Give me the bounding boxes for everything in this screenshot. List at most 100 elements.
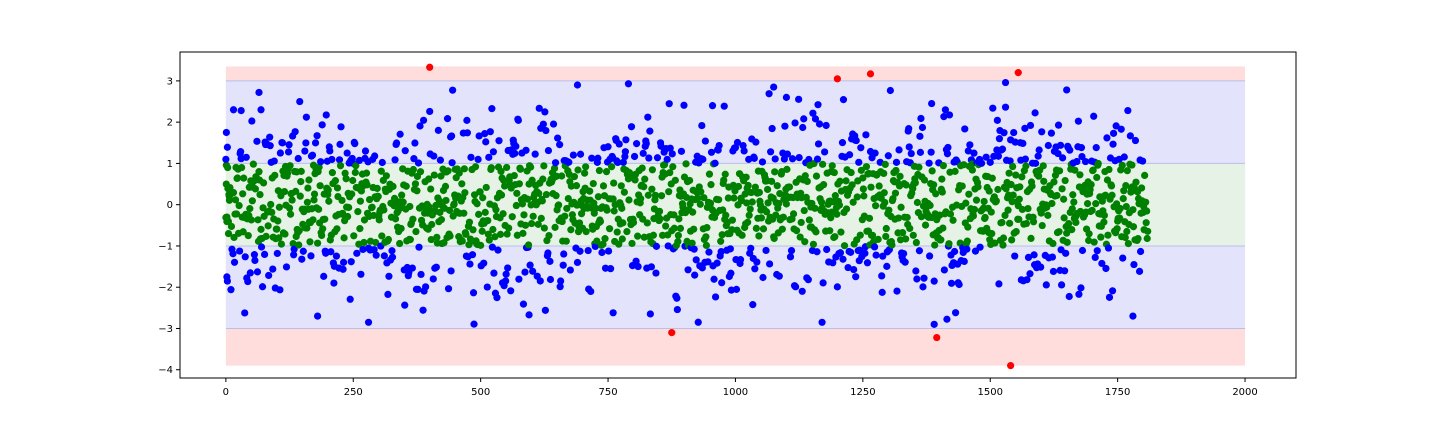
data-point bbox=[630, 152, 639, 161]
data-point bbox=[1103, 134, 1111, 142]
data-point bbox=[1089, 166, 1097, 174]
data-point bbox=[296, 97, 304, 106]
data-point bbox=[294, 154, 302, 163]
data-point bbox=[1024, 253, 1033, 262]
data-point bbox=[466, 260, 474, 268]
data-point bbox=[736, 256, 745, 264]
data-point bbox=[505, 224, 513, 232]
data-point bbox=[763, 185, 772, 194]
data-point bbox=[549, 120, 558, 128]
data-point bbox=[321, 215, 329, 223]
y-tick-label: 1 bbox=[167, 159, 173, 170]
data-point bbox=[536, 277, 544, 285]
data-point bbox=[445, 206, 454, 214]
data-point bbox=[927, 148, 935, 156]
data-point bbox=[481, 130, 489, 138]
data-point bbox=[447, 267, 455, 275]
data-point bbox=[839, 96, 848, 104]
data-point bbox=[482, 183, 490, 192]
data-point bbox=[863, 259, 872, 267]
data-point bbox=[728, 216, 736, 224]
data-point bbox=[618, 204, 626, 212]
data-point bbox=[448, 159, 456, 167]
data-point bbox=[399, 198, 407, 206]
data-point bbox=[544, 146, 553, 155]
data-point bbox=[326, 147, 334, 155]
data-point bbox=[1090, 112, 1098, 120]
data-point bbox=[345, 203, 353, 212]
data-point bbox=[584, 246, 592, 255]
y-tick-label: −3 bbox=[158, 324, 173, 335]
data-point bbox=[1053, 191, 1061, 200]
data-point bbox=[752, 138, 760, 146]
data-point bbox=[785, 183, 794, 191]
data-point bbox=[689, 208, 697, 216]
data-point bbox=[1144, 227, 1152, 235]
data-point bbox=[668, 150, 676, 158]
data-point bbox=[328, 169, 336, 177]
data-point bbox=[434, 126, 442, 134]
data-point bbox=[327, 248, 335, 256]
data-point bbox=[812, 172, 821, 180]
data-point bbox=[397, 224, 405, 233]
data-point bbox=[705, 170, 714, 178]
data-point bbox=[541, 108, 549, 116]
data-point bbox=[529, 267, 537, 275]
data-point bbox=[353, 249, 361, 257]
data-point bbox=[770, 234, 778, 243]
data-point bbox=[484, 216, 492, 225]
data-point bbox=[1141, 171, 1149, 179]
data-point bbox=[940, 266, 948, 274]
data-point bbox=[1100, 211, 1108, 219]
data-point bbox=[406, 236, 414, 244]
data-point bbox=[706, 199, 715, 207]
data-point bbox=[1142, 219, 1150, 227]
data-point bbox=[972, 196, 981, 204]
data-point bbox=[849, 198, 857, 206]
data-point bbox=[333, 225, 341, 233]
data-point bbox=[1060, 214, 1068, 222]
data-point bbox=[499, 210, 507, 218]
data-point bbox=[297, 178, 305, 186]
data-point bbox=[674, 238, 682, 246]
data-point bbox=[338, 196, 346, 205]
data-point bbox=[594, 154, 602, 162]
data-point bbox=[668, 329, 676, 337]
data-point bbox=[535, 104, 543, 112]
data-point bbox=[408, 264, 416, 272]
data-point bbox=[319, 225, 327, 233]
data-point bbox=[894, 214, 903, 222]
data-point bbox=[521, 268, 529, 276]
data-point bbox=[1093, 173, 1101, 182]
data-point bbox=[694, 194, 702, 202]
data-point bbox=[519, 229, 527, 237]
data-point bbox=[1078, 246, 1087, 255]
data-point bbox=[634, 232, 642, 240]
data-point bbox=[481, 208, 489, 216]
data-point bbox=[425, 175, 433, 183]
data-point bbox=[852, 273, 860, 281]
data-point bbox=[222, 155, 230, 163]
data-point bbox=[430, 171, 438, 179]
data-point bbox=[463, 129, 472, 137]
data-point bbox=[673, 294, 681, 302]
data-point bbox=[337, 123, 345, 131]
data-point bbox=[881, 160, 889, 168]
data-point bbox=[316, 182, 324, 190]
data-point bbox=[939, 162, 947, 170]
plot-frame bbox=[179, 51, 1297, 379]
data-point bbox=[804, 276, 812, 284]
data-point bbox=[1142, 198, 1150, 206]
data-point bbox=[829, 259, 837, 267]
data-point bbox=[465, 218, 474, 226]
data-point bbox=[265, 271, 273, 280]
data-point bbox=[919, 283, 927, 291]
data-point bbox=[344, 212, 352, 221]
data-point bbox=[296, 192, 304, 200]
data-point bbox=[269, 265, 277, 273]
data-point bbox=[989, 104, 997, 112]
data-point bbox=[610, 179, 618, 187]
data-point bbox=[1087, 180, 1095, 189]
data-point bbox=[980, 197, 988, 206]
data-point bbox=[266, 133, 274, 141]
